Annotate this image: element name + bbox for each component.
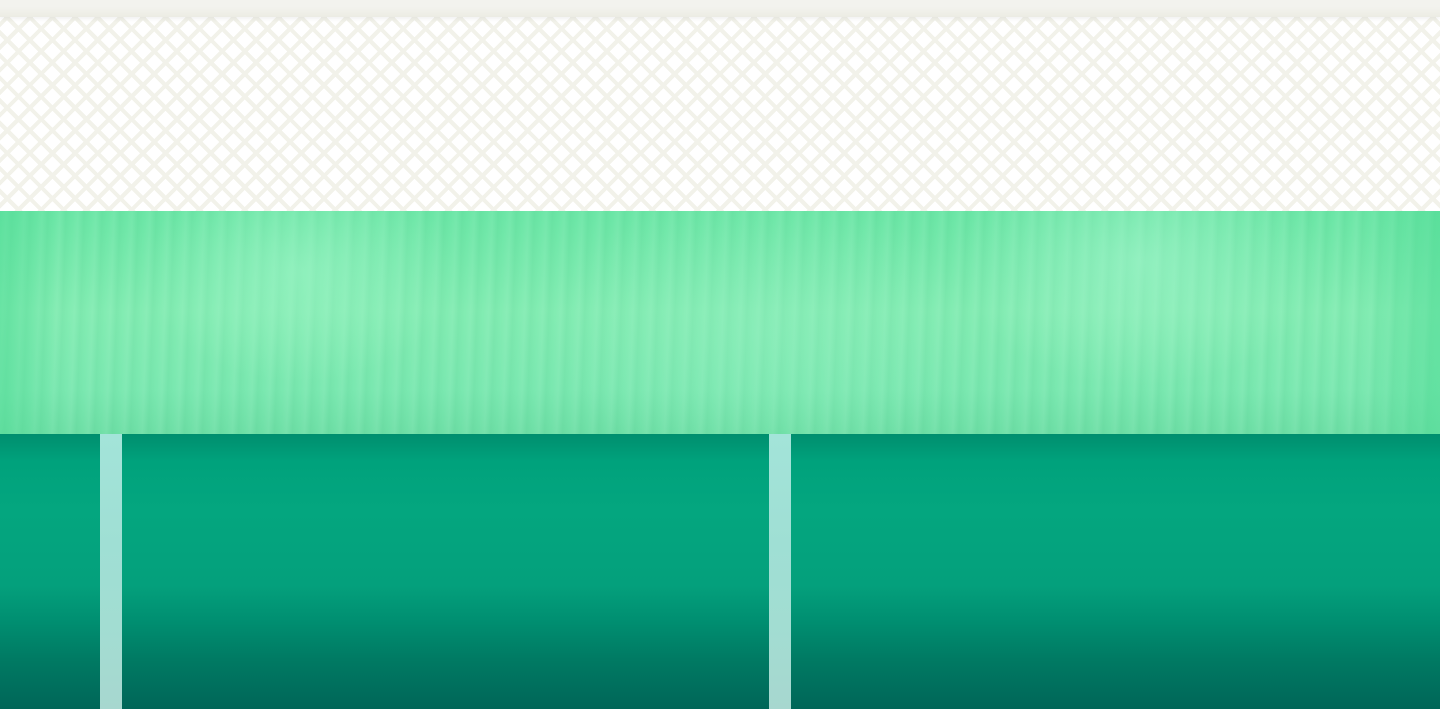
left-pillar — [100, 434, 122, 709]
right-pillar — [769, 434, 791, 709]
lattice-pattern-band — [0, 17, 1440, 211]
grass-texture-band — [0, 211, 1440, 434]
teal-section — [0, 434, 1440, 709]
top-bar — [0, 0, 1440, 17]
